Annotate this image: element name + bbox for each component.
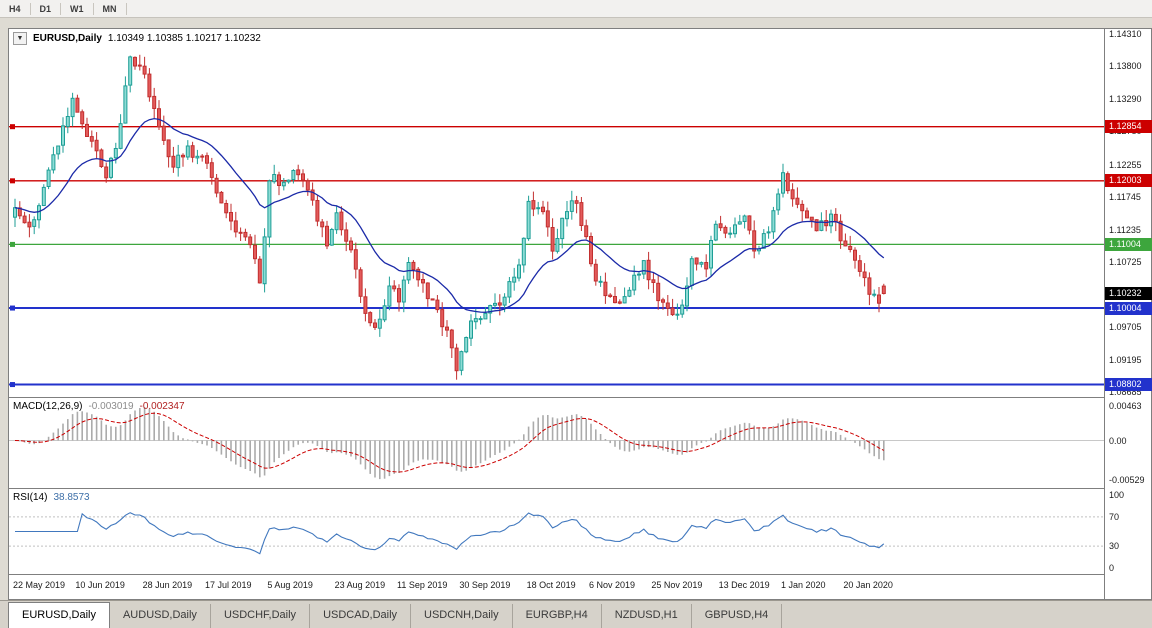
current-price-tag: 1.10232 [1105,287,1152,301]
toolbar-separator [125,2,127,15]
chart-tab-usdcad[interactable]: USDCAD,Daily [310,604,412,628]
date-label: 22 May 2019 [13,580,66,590]
rsi-pane[interactable] [9,489,1104,574]
line-handle[interactable] [10,178,15,184]
chart-ohlc-values: 1.10349 1.10385 1.10217 1.10232 [107,33,261,44]
date-label: 20 Jan 2020 [843,580,893,590]
rsi-line [15,512,885,555]
price-axis-tick: 1.11745 [1109,192,1141,203]
date-label: 6 Nov 2019 [589,580,636,590]
macd-signal-line [14,412,885,473]
macd-header: MACD(12,26,9) -0.003019 -0.002347 [13,401,185,412]
date-label: 30 Sep 2019 [459,580,511,590]
macd-title: MACD(12,26,9) [13,401,83,412]
pane-separator[interactable] [9,488,1151,489]
price-axis-tick: 1.13800 [1109,61,1142,72]
chart-window: ▼ EURUSD,Daily 1.10349 1.10385 1.10217 1… [8,28,1152,600]
chart-tab-nzdusd[interactable]: NZDUSD,H1 [602,604,692,628]
toolbar-separator [60,2,62,15]
date-label: 11 Sep 2019 [397,580,448,590]
chart-tab-eurusd[interactable]: EURUSD,Daily [8,602,110,628]
line-handle[interactable] [10,305,15,311]
moving-average-line [14,117,885,313]
price-axis-tick: 1.14310 [1109,29,1142,39]
line-handle[interactable] [10,382,15,388]
timeframe-button-mn[interactable]: MN [102,3,117,14]
macd-signal-value: -0.002347 [139,401,185,412]
timeframe-button-w1[interactable]: W1 [70,3,84,14]
rsi-axis-tick: 30 [1109,541,1120,552]
price-line-tag: 1.12854 [1105,120,1152,134]
chart-symbol-label: EURUSD,Daily [33,33,102,44]
price-axis-tick: 1.10725 [1109,257,1142,268]
date-label: 1 Jan 2020 [781,580,826,590]
chart-tab-usdcnh[interactable]: USDCNH,Daily [411,604,513,628]
date-label: 13 Dec 2019 [718,580,770,590]
date-label: 5 Aug 2019 [267,580,313,590]
price-axis[interactable]: 1.143101.138001.132901.127801.122551.117… [1104,29,1152,599]
time-axis[interactable]: 22 May 2019 10 Jun 2019 28 Jun 2019 17 Jul … [9,575,1104,599]
price-axis-tick: 1.12255 [1109,159,1142,170]
price-line-tag: 1.11004 [1105,237,1152,251]
toolbar-separator [92,2,94,15]
chart-tab-eurgbp[interactable]: EURGBP,H4 [513,604,602,628]
date-label: 23 Aug 2019 [334,580,386,590]
chart-tabs-bar: EURUSD,Daily AUDUSD,Daily USDCHF,Daily USDC… [0,600,1152,628]
rsi-axis-tick: 0 [1109,563,1115,573]
timeframe-button-d1[interactable]: D1 [39,3,52,14]
line-handle[interactable] [10,241,15,247]
rsi-header: RSI(14) 38.8573 [13,492,90,503]
macd-axis-tick: 0.00 [1109,435,1127,446]
symbol-dropdown-button[interactable]: ▼ [13,32,27,45]
rsi-value: 38.8573 [53,492,90,503]
price-axis-tick: 1.09705 [1109,322,1142,333]
timeframe-button-h4[interactable]: H4 [9,3,21,14]
date-label: 25 Nov 2019 [651,580,703,590]
chart-tab-usdchf[interactable]: USDCHF,Daily [211,604,311,628]
chevron-down-icon: ▼ [16,35,24,42]
rsi-title: RSI(14) [13,492,48,503]
price-line-tag: 1.10004 [1105,301,1152,315]
macd-axis-tick: -0.00529 [1109,475,1145,485]
chart-tab-gbpusd[interactable]: GBPUSD,H4 [692,604,783,628]
timeframe-toolbar: H4 D1 W1 MN [0,0,1152,18]
chart-tab-audusd[interactable]: AUDUSD,Daily [110,604,211,628]
price-axis-tick: 1.08685 [1109,387,1142,397]
macd-main-value: -0.003019 [88,401,134,412]
price-axis-tick: 1.13290 [1109,93,1142,104]
rsi-axis-tick: 100 [1109,490,1125,500]
macd-axis-tick: 0.00463 [1109,401,1142,411]
date-label: 28 Jun 2019 [142,580,193,590]
price-axis-tick: 1.11235 [1109,224,1141,235]
rsi-axis-tick: 70 [1109,511,1120,522]
price-line-tag: 1.12003 [1105,174,1152,188]
chart-header: ▼ EURUSD,Daily 1.10349 1.10385 1.10217 1… [13,32,261,45]
candlestick-series [13,54,886,380]
price-axis-tick: 1.09195 [1109,354,1142,365]
line-handle[interactable] [10,124,15,130]
macd-histogram [19,407,885,480]
toolbar-separator [29,2,31,15]
pane-separator[interactable] [9,574,1151,575]
macd-pane[interactable] [9,398,1104,488]
date-label: 18 Oct 2019 [526,580,576,590]
price-line-tag: 1.08802 [1105,378,1152,392]
date-label: 17 Jul 2019 [205,580,252,590]
date-label: 10 Jun 2019 [75,580,125,590]
price-chart-pane[interactable] [9,29,1104,397]
pane-separator[interactable] [9,397,1151,398]
